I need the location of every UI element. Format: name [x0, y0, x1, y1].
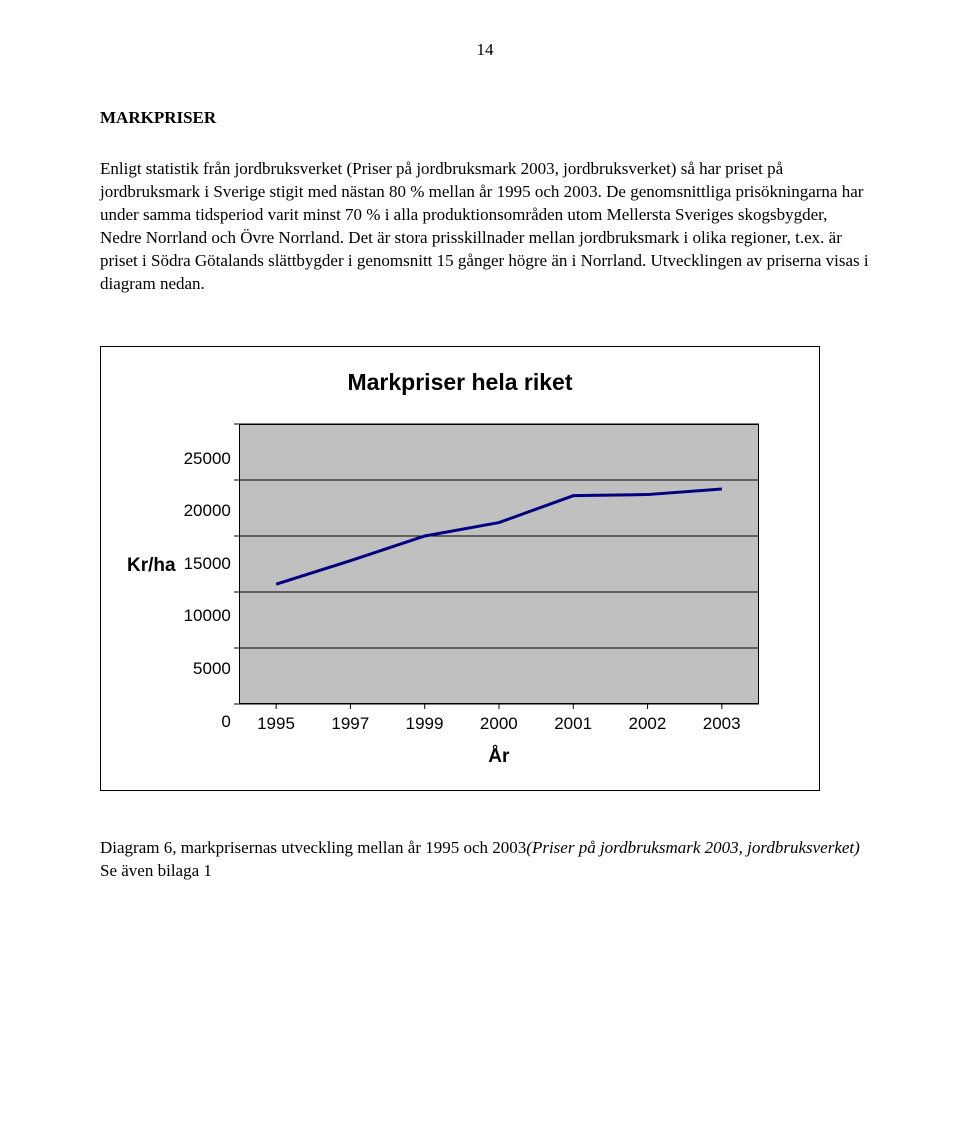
- y-tick: 15000: [184, 555, 231, 608]
- x-axis-label: År: [239, 746, 759, 768]
- y-tick: 10000: [184, 607, 231, 660]
- x-tick: 1997: [313, 714, 387, 734]
- chart-container: Markpriser hela riket Kr/ha 25000 20000 …: [100, 346, 820, 791]
- x-tick: 2003: [685, 714, 759, 734]
- x-tick: 2002: [610, 714, 684, 734]
- caption-prefix: Diagram 6, markprisernas utveckling mell…: [100, 838, 526, 857]
- x-axis-ticks: 1995 1997 1999 2000 2001 2002 2003: [239, 714, 759, 734]
- caption-suffix: Se även bilaga 1: [100, 861, 212, 880]
- x-tick: 2001: [536, 714, 610, 734]
- page-number: 14: [100, 40, 870, 60]
- y-tick: 0: [184, 713, 231, 730]
- x-tick: 1995: [239, 714, 313, 734]
- line-chart: [239, 424, 759, 704]
- y-axis-ticks: 25000 20000 15000 10000 5000 0: [184, 450, 231, 730]
- chart-title: Markpriser hela riket: [127, 369, 793, 396]
- y-axis-label: Kr/ha: [127, 555, 176, 577]
- chart-caption: Diagram 6, markprisernas utveckling mell…: [100, 837, 870, 883]
- y-tick: 5000: [184, 660, 231, 713]
- x-tick: 1999: [387, 714, 461, 734]
- section-heading: MARKPRISER: [100, 108, 870, 128]
- y-tick: 20000: [184, 502, 231, 555]
- caption-source: (Priser på jordbruksmark 2003, jordbruks…: [526, 838, 860, 857]
- x-tick: 2000: [462, 714, 536, 734]
- y-tick: 25000: [184, 450, 231, 503]
- body-paragraph: Enligt statistik från jordbruksverket (P…: [100, 158, 870, 296]
